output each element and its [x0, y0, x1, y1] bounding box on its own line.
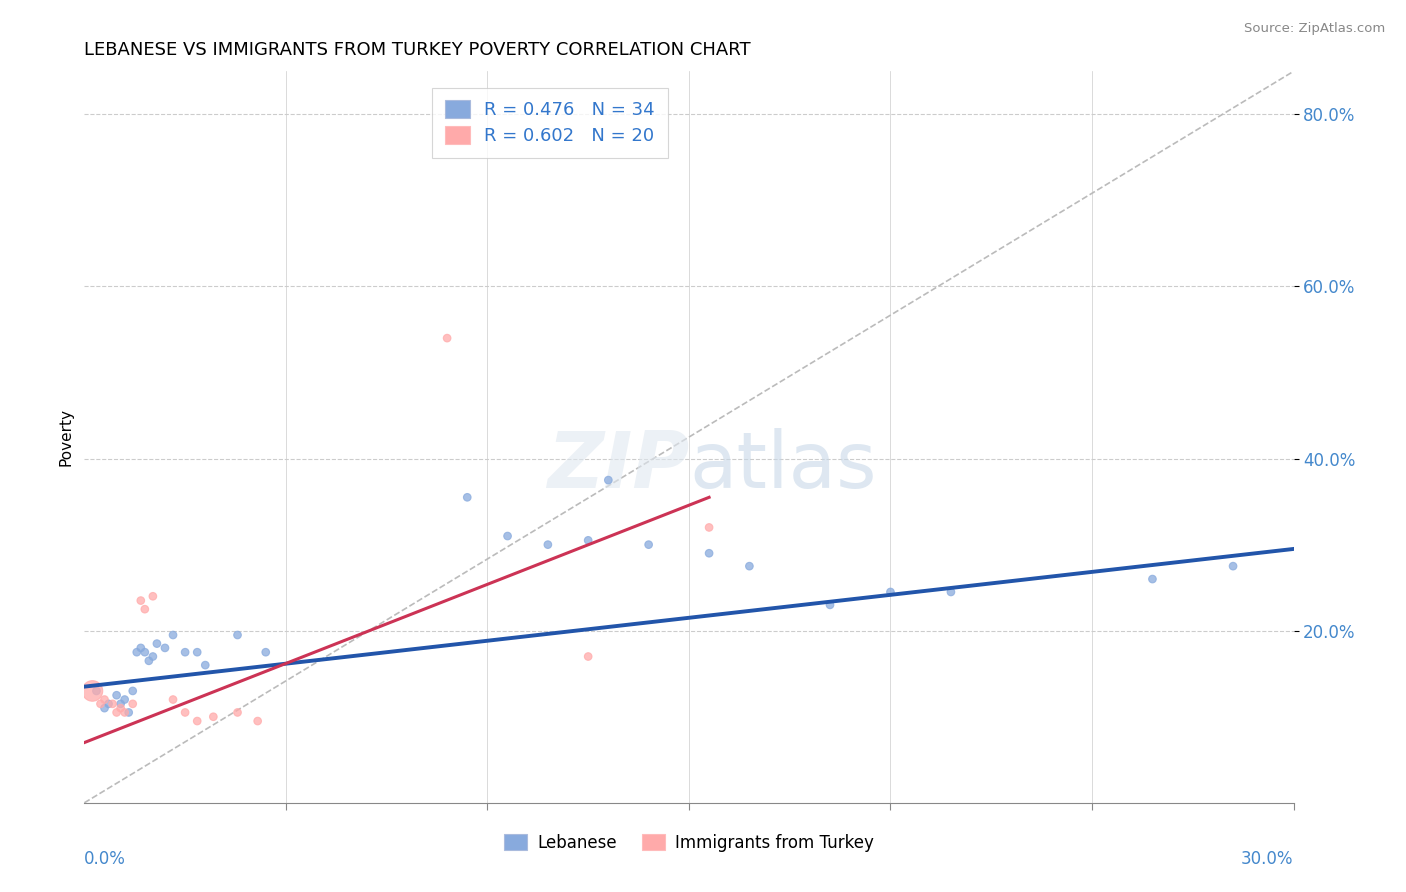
Point: [496, 529, 519, 543]
Text: 30.0%: 30.0%: [1241, 850, 1294, 868]
Point: [254, 645, 277, 659]
Point: [436, 331, 458, 345]
Point: [125, 645, 148, 659]
Point: [162, 692, 184, 706]
Point: [174, 645, 197, 659]
Point: [456, 491, 478, 505]
Point: [246, 714, 269, 728]
Point: [110, 697, 132, 711]
Point: [146, 637, 169, 651]
Legend: Lebanese, Immigrants from Turkey: Lebanese, Immigrants from Turkey: [495, 826, 883, 860]
Point: [202, 710, 225, 724]
Point: [129, 640, 152, 655]
Point: [114, 706, 136, 720]
Point: [576, 533, 599, 548]
Point: [114, 692, 136, 706]
Point: [129, 593, 152, 607]
Point: [637, 538, 659, 552]
Point: [86, 684, 108, 698]
Text: ZIP: ZIP: [547, 428, 689, 504]
Y-axis label: Poverty: Poverty: [58, 408, 73, 467]
Point: [818, 598, 841, 612]
Point: [153, 640, 176, 655]
Point: [738, 559, 761, 574]
Point: [879, 585, 901, 599]
Point: [697, 520, 720, 534]
Text: 0.0%: 0.0%: [84, 850, 127, 868]
Text: Source: ZipAtlas.com: Source: ZipAtlas.com: [1244, 22, 1385, 36]
Text: LEBANESE VS IMMIGRANTS FROM TURKEY POVERTY CORRELATION CHART: LEBANESE VS IMMIGRANTS FROM TURKEY POVER…: [84, 41, 751, 59]
Point: [598, 473, 620, 487]
Point: [118, 706, 141, 720]
Point: [1142, 572, 1164, 586]
Point: [142, 589, 165, 603]
Point: [174, 706, 197, 720]
Point: [939, 585, 962, 599]
Text: atlas: atlas: [689, 428, 876, 504]
Point: [162, 628, 184, 642]
Point: [97, 697, 120, 711]
Point: [186, 714, 208, 728]
Point: [186, 645, 208, 659]
Point: [537, 538, 560, 552]
Point: [110, 701, 132, 715]
Point: [101, 697, 124, 711]
Point: [134, 602, 156, 616]
Point: [1222, 559, 1244, 574]
Point: [226, 628, 249, 642]
Point: [121, 697, 143, 711]
Point: [576, 649, 599, 664]
Point: [134, 645, 156, 659]
Point: [93, 692, 115, 706]
Point: [121, 684, 143, 698]
Point: [105, 688, 128, 702]
Point: [82, 684, 104, 698]
Point: [697, 546, 720, 560]
Point: [226, 706, 249, 720]
Point: [105, 706, 128, 720]
Point: [194, 658, 217, 673]
Point: [93, 701, 115, 715]
Point: [89, 697, 111, 711]
Point: [142, 649, 165, 664]
Point: [138, 654, 160, 668]
